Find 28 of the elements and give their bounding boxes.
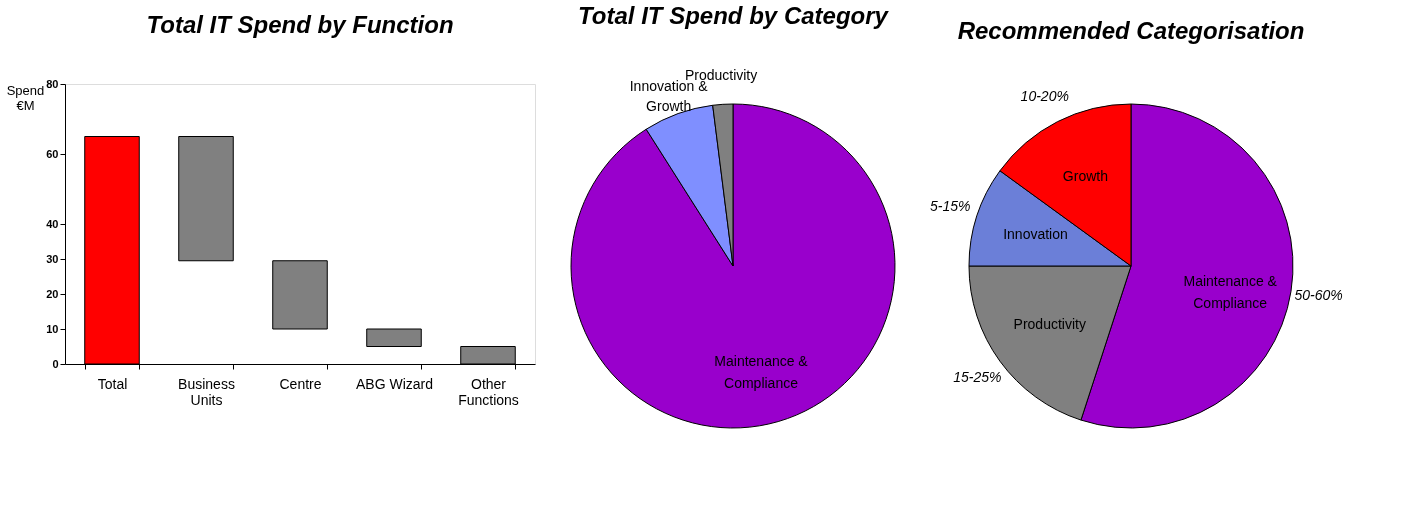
bar (366, 328, 422, 347)
x-tick-label: Total (97, 375, 128, 392)
chart-title: Total IT Spend by Category (578, 2, 890, 30)
y-tick-label: 60 (46, 147, 59, 160)
bar (178, 136, 234, 262)
y-axis-title: Spend €M (6, 82, 45, 113)
x-tick-label: Centre (279, 375, 322, 392)
slice-label: Maintenance & Compliance (1183, 272, 1278, 311)
x-tick-label: ABG Wizard (355, 375, 434, 392)
slice-label: Productivity (1013, 316, 1086, 333)
y-tick-label: 10 (46, 322, 59, 335)
chart-title: Recommended Categorisation (957, 17, 1305, 44)
x-tick-label: Other Functions (458, 375, 519, 408)
x-tick-label: Business Units (178, 375, 235, 408)
text: 15-25% (953, 368, 1002, 385)
y-tick-label: 0 (52, 357, 59, 370)
text: 50-60% (1294, 286, 1343, 303)
slice-label: Maintenance & Compliance (714, 353, 809, 392)
chart-title: Total IT Spend by Function (146, 11, 454, 38)
text: 5-15% (930, 198, 971, 215)
bar (272, 260, 328, 330)
y-tick-label: 20 (46, 287, 59, 300)
slice-label: Growth (1062, 167, 1108, 184)
y-tick-label: 30 (46, 252, 59, 265)
y-tick-label: 80 (46, 77, 59, 90)
text: 10-20% (1020, 87, 1069, 104)
y-tick-label: 40 (46, 217, 59, 230)
slice-label: Innovation (1003, 225, 1068, 242)
